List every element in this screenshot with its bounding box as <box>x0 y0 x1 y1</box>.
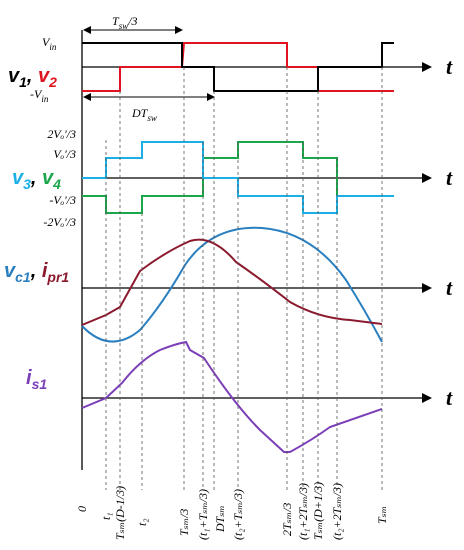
v3-waveform <box>82 141 394 214</box>
level-vin-label: Vin <box>42 35 57 52</box>
vc1-waveform <box>81 226 383 343</box>
time-tick-2: Tₛₘ(D-1/3) <box>113 486 127 540</box>
panel1-t-label: t <box>446 54 453 79</box>
time-tick-3: t₂ <box>135 518 149 526</box>
time-tick-10: Tₛₘ(D+1/3) <box>311 482 325 540</box>
time-tick-5: (t₁+Tₛₘ/3) <box>196 489 210 540</box>
level-minus-vin-label: -Vin <box>30 87 49 104</box>
time-tick-11: (t₂+2Tₛₘ/3) <box>330 483 344 540</box>
panel4-symbols-label: is1 <box>26 367 47 392</box>
panel-vc1-ipr1 <box>81 226 432 343</box>
time-tick-7: (t₂+Tₛₘ/3) <box>231 489 245 540</box>
panel-v3-v4 <box>82 141 432 214</box>
panel2-level-0: 2Vₒ'/3 <box>47 127 76 141</box>
time-tick-9: (t₁+2Tₛₘ/3) <box>296 483 310 540</box>
time-tick-4: Tₛₘ/3 <box>177 509 191 536</box>
time-tick-0: 0 <box>75 506 89 512</box>
panel2-level-2: -Vₒ'/3 <box>49 193 76 207</box>
panel2-level-3: -2Vₒ'/3 <box>43 215 76 229</box>
ipr1-waveform <box>81 238 383 326</box>
dim-tsw3-label: Tsw/3 <box>112 14 138 31</box>
time-tick-8: 2Tₛₘ/3 <box>280 503 294 536</box>
dim-dtsw-label: DTsw <box>131 106 157 123</box>
panel2-t-label: t <box>446 165 453 190</box>
panel3-symbols-label: vc1, ipr1 <box>4 260 69 285</box>
v1-waveform <box>82 42 394 92</box>
v4-waveform <box>82 141 394 214</box>
panel1-symbols-label: v1, v2 <box>8 65 57 90</box>
panel4-t-label: t <box>446 385 453 410</box>
time-tick-6: DTₛₘ <box>213 505 227 533</box>
time-guides <box>105 67 383 490</box>
panel2-symbols-label: v3, v4 <box>12 167 61 192</box>
panel3-t-label: t <box>446 275 453 300</box>
time-tick-1: t₁ <box>99 512 113 520</box>
is1-waveform <box>81 340 383 453</box>
time-tick-12: Tₛₘ <box>375 506 389 524</box>
panel-is1 <box>81 340 432 453</box>
panel2-level-1: Vₒ'/3 <box>53 147 76 161</box>
panel-v1-v2 <box>82 26 432 101</box>
